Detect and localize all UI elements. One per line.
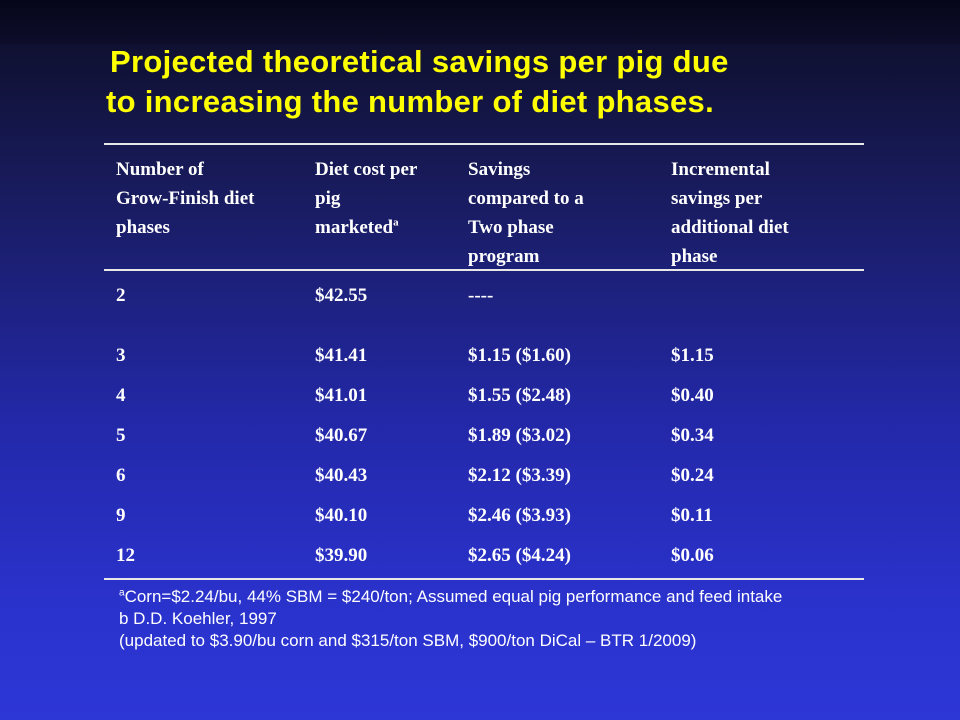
footnote-a-marker: a (119, 587, 125, 599)
footnote-a-text: Corn=$2.24/bu, 44% SBM = $240/ton; Assum… (124, 587, 783, 606)
cell-phases: 6 (116, 465, 126, 486)
table-row: 4 $41.01 $1.55 ($2.48) $0.40 (104, 376, 864, 416)
top-band (0, 0, 960, 44)
header-diet-cost-line: marketeda (315, 213, 460, 242)
cell-cost: $40.43 (315, 465, 368, 486)
footnote-marker-a: a (393, 216, 399, 229)
cell-phases: 5 (116, 425, 126, 446)
table-header-rule (104, 269, 864, 271)
cell-incremental: $0.06 (671, 545, 714, 566)
cell-phases: 4 (116, 385, 126, 406)
footnote-a: aCorn=$2.24/bu, 44% SBM = $240/ton; Assu… (119, 586, 919, 608)
cell-incremental: $0.24 (671, 465, 714, 486)
cell-cost: $39.90 (315, 545, 368, 566)
cell-savings: $1.55 ($2.48) (468, 385, 571, 406)
cell-phases: 12 (116, 545, 135, 566)
cell-savings: $2.12 ($3.39) (468, 465, 571, 486)
header-incremental: Incremental savings per additional diet … (671, 155, 861, 271)
slide-title: Projected theoretical savings per pig du… (0, 42, 960, 122)
cell-savings: $1.15 ($1.60) (468, 345, 571, 366)
footnotes: aCorn=$2.24/bu, 44% SBM = $240/ton; Assu… (119, 586, 919, 652)
header-incremental-line: Incremental (671, 159, 770, 180)
cell-savings: $2.46 ($3.93) (468, 505, 571, 526)
cell-incremental: $1.15 (671, 345, 714, 366)
table-row: 2 $42.55 ---- (104, 276, 864, 316)
cell-cost: $41.01 (315, 385, 368, 406)
header-phases-line: phases (116, 217, 170, 238)
footnote-b: b D.D. Koehler, 1997 (119, 609, 277, 628)
cell-incremental: $0.34 (671, 425, 714, 446)
header-diet-cost: Diet cost per pig marketeda (315, 155, 460, 242)
cell-cost: $42.55 (315, 285, 368, 306)
footnote-update: (updated to $3.90/bu corn and $315/ton S… (119, 631, 697, 650)
header-savings-line: Two phase (468, 217, 554, 238)
table-row: 9 $40.10 $2.46 ($3.93) $0.11 (104, 496, 864, 536)
cell-cost: $41.41 (315, 345, 368, 366)
cell-savings: $1.89 ($3.02) (468, 425, 571, 446)
cell-cost: $40.10 (315, 505, 368, 526)
cell-savings: $2.65 ($4.24) (468, 545, 571, 566)
table-row: 3 $41.41 $1.15 ($1.60) $1.15 (104, 336, 864, 376)
cell-incremental: $0.11 (671, 505, 713, 526)
header-incremental-line: additional diet (671, 217, 789, 238)
header-phases: Number of Grow-Finish diet phases (116, 155, 306, 242)
table-row: 12 $39.90 $2.65 ($4.24) $0.06 (104, 536, 864, 576)
header-diet-cost-marketed: marketed (315, 217, 394, 238)
cell-savings: ---- (468, 285, 494, 306)
cell-phases: 2 (116, 285, 126, 306)
table-top-rule (104, 143, 864, 145)
cell-incremental: $0.40 (671, 385, 714, 406)
header-incremental-line: phase (671, 246, 718, 267)
header-savings-line: program (468, 246, 540, 267)
cell-phases: 9 (116, 505, 126, 526)
cell-cost: $40.67 (315, 425, 368, 446)
table-header-row: Number of Grow-Finish diet phases Diet c… (104, 145, 864, 269)
header-phases-line: Number of (116, 159, 204, 180)
header-phases-line: Grow-Finish diet (116, 188, 255, 209)
header-savings-line: Savings (468, 159, 531, 180)
header-diet-cost-line: pig (315, 188, 341, 209)
table-bottom-rule (104, 578, 864, 580)
title-line-2: to increasing the number of diet phases. (106, 84, 714, 119)
table-row: 6 $40.43 $2.12 ($3.39) $0.24 (104, 456, 864, 496)
header-savings: Savings compared to a Two phase program (468, 155, 663, 271)
header-incremental-line: savings per (671, 188, 763, 209)
savings-table: Number of Grow-Finish diet phases Diet c… (104, 143, 864, 580)
header-diet-cost-line: Diet cost per (315, 159, 418, 180)
header-savings-line: compared to a (468, 188, 584, 209)
table-row: 5 $40.67 $1.89 ($3.02) $0.34 (104, 416, 864, 456)
cell-phases: 3 (116, 345, 126, 366)
title-line-1: Projected theoretical savings per pig du… (110, 44, 729, 79)
